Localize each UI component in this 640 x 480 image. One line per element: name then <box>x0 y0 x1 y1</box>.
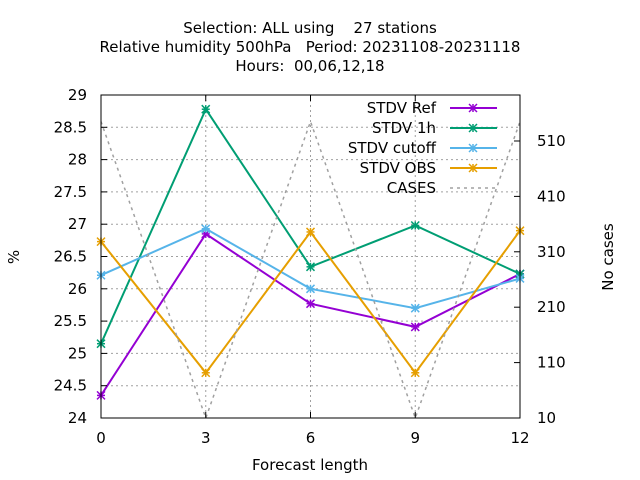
x-axis-label: Forecast length <box>252 456 368 474</box>
legend-marker-stdv-cutoff <box>468 143 478 153</box>
x-tick-label: 3 <box>201 429 211 447</box>
legend-marker-stdv-obs <box>468 163 478 173</box>
legend-marker-stdv-1h <box>468 123 478 133</box>
legend-label-cases: CASES <box>387 179 436 197</box>
x-tick-label: 9 <box>410 429 420 447</box>
data-point-stdv-cutoff <box>201 224 211 234</box>
y-tick-label: 25.5 <box>54 312 87 330</box>
y2-tick-label: 310 <box>537 243 566 261</box>
data-point-stdv-obs <box>201 368 211 378</box>
legend-marker-stdv-ref <box>468 103 478 113</box>
y-tick-label: 24 <box>68 409 87 427</box>
grid <box>101 95 520 418</box>
data-point-stdv-obs <box>305 227 316 237</box>
y2-tick-label: 10 <box>537 409 556 427</box>
data-point-stdv-ref <box>410 322 420 332</box>
x-tick-label: 12 <box>510 429 529 447</box>
y2-axis: 10 110 210 310 410 510 <box>514 132 566 427</box>
y-tick-label: 27 <box>68 215 87 233</box>
legend-label-stdv-obs: STDV OBS <box>360 159 436 177</box>
y-axis: 24 24.5 25 25.5 26 26.5 27 27.5 28 28.5 29 <box>54 86 107 427</box>
y-tick-label: 28.5 <box>54 118 87 136</box>
legend-label-stdv-ref: STDV Ref <box>367 99 437 117</box>
y2-tick-label: 510 <box>537 132 566 150</box>
data-point-stdv-cutoff <box>305 284 316 294</box>
chart-title-line: Selection: ALL using 27 stations <box>183 19 437 37</box>
x-tick-label: 6 <box>306 429 316 447</box>
data-point-stdv-cutoff <box>410 303 420 313</box>
data-point-stdv-1h <box>305 262 316 272</box>
legend-label-stdv-1h: STDV 1h <box>372 119 436 137</box>
y2-tick-label: 410 <box>537 187 566 205</box>
legend: STDV Ref STDV 1h STDV cutoff STDV OBS CASES <box>348 99 497 197</box>
y2-tick-label: 210 <box>537 298 566 316</box>
chart-title-line: Relative humidity 500hPa Period: 2023110… <box>100 38 521 56</box>
y-tick-label: 26 <box>68 280 87 298</box>
x-tick-label: 0 <box>96 429 106 447</box>
chart-title: Selection: ALL using 27 stationsRelative… <box>100 19 521 75</box>
legend-label-stdv-cutoff: STDV cutoff <box>348 139 437 157</box>
data-point-stdv-1h <box>410 220 420 231</box>
x-axis: 0 3 6 9 12 <box>96 95 530 447</box>
y-tick-label: 29 <box>68 86 87 104</box>
y-tick-label: 24.5 <box>54 377 87 395</box>
y-tick-label: 26.5 <box>54 248 87 266</box>
chart-title-line: Hours: 00,06,12,18 <box>235 57 384 75</box>
y-tick-label: 25 <box>68 344 87 362</box>
data-point-stdv-1h <box>201 104 211 114</box>
data-point-stdv-obs <box>410 368 420 378</box>
y-tick-label: 28 <box>68 151 87 169</box>
y-tick-label: 27.5 <box>54 183 87 201</box>
y-axis-label: % <box>5 250 23 264</box>
y2-axis-label: No cases <box>599 223 617 291</box>
data-point-stdv-ref <box>305 299 316 309</box>
y2-tick-label: 110 <box>537 354 566 372</box>
